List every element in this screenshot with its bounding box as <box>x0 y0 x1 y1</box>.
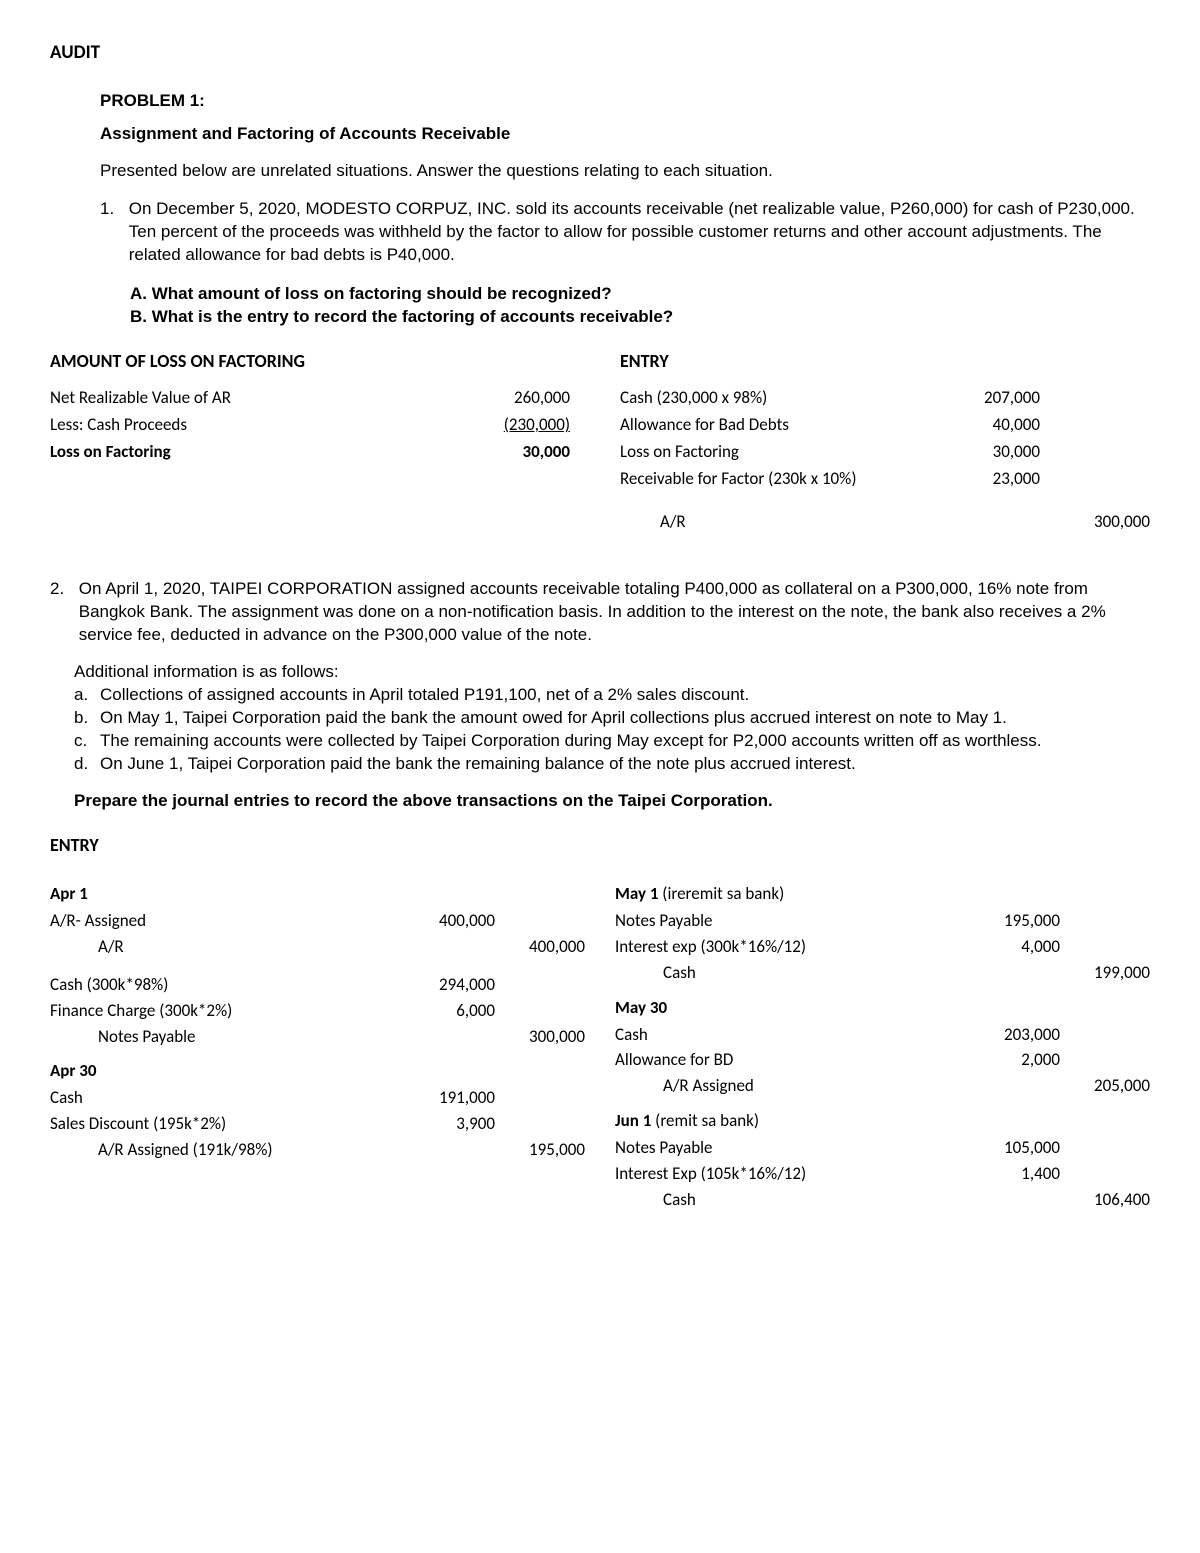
info-item: c.The remaining accounts were collected … <box>74 730 1150 753</box>
page-title: AUDIT <box>50 40 1150 66</box>
journal-line: A/R- Assigned400,000 <box>50 910 585 933</box>
sub-question-b: B. What is the entry to record the facto… <box>130 306 1150 329</box>
journal-line: A/R Assigned205,000 <box>615 1075 1150 1098</box>
journal-line: Cash106,400 <box>615 1189 1150 1212</box>
info-item: d.On June 1, Taipei Corporation paid the… <box>74 753 1150 776</box>
journal-line: Notes Payable300,000 <box>50 1026 585 1049</box>
additional-info-label: Additional information is as follows: <box>74 661 1150 684</box>
journal-line: Cash (300k*98%)294,000 <box>50 974 585 997</box>
q1-text: On December 5, 2020, MODESTO CORPUZ, INC… <box>129 198 1149 267</box>
problem1-subtitle: Assignment and Factoring of Accounts Rec… <box>100 123 1150 146</box>
entry-row: Loss on Factoring30,000 <box>620 441 1150 464</box>
info-item: b.On May 1, Taipei Corporation paid the … <box>74 707 1150 730</box>
journal-line: Allowance for BD2,000 <box>615 1049 1150 1072</box>
info-item: a.Collections of assigned accounts in Ap… <box>74 684 1150 707</box>
entry-heading: ENTRY <box>620 349 1150 373</box>
loss-column: AMOUNT OF LOSS ON FACTORING Net Realizab… <box>50 349 580 538</box>
journal-date: Apr 1 <box>50 883 585 906</box>
journal-left-column: Apr 1 A/R- Assigned400,000 A/R400,000 Cash … <box>50 871 585 1215</box>
journal-line: Cash191,000 <box>50 1087 585 1110</box>
entry-row: Receivable for Factor (230k x 10%)23,000 <box>620 468 1150 491</box>
question-2: 2. On April 1, 2020, TAIPEI CORPORATION … <box>50 578 1150 812</box>
entry-column: ENTRY Cash (230,000 x 98%)207,000 Allowan… <box>620 349 1150 538</box>
sub-question-a: A. What amount of loss on factoring shou… <box>130 283 1150 306</box>
journal-right-column: May 1 (ireremit sa bank) Notes Payable195… <box>615 871 1150 1215</box>
journal-date: Apr 30 <box>50 1060 585 1083</box>
entry-row: Cash (230,000 x 98%)207,000 <box>620 387 1150 410</box>
journal-line: Finance Charge (300k*2%)6,000 <box>50 1000 585 1023</box>
q2-text: On April 1, 2020, TAIPEI CORPORATION ass… <box>79 578 1149 647</box>
loss-row: Loss on Factoring30,000 <box>50 441 580 464</box>
journal-line: Sales Discount (195k*2%)3,900 <box>50 1113 585 1136</box>
question-1: 1. On December 5, 2020, MODESTO CORPUZ, … <box>100 198 1150 267</box>
entry-row: A/R300,000 <box>620 511 1150 534</box>
problem1-heading: PROBLEM 1: <box>100 90 1150 113</box>
loss-row: Net Realizable Value of AR260,000 <box>50 387 580 410</box>
journal-line: Interest exp (300k*16%/12)4,000 <box>615 936 1150 959</box>
journal-date: May 30 <box>615 997 1150 1020</box>
journal-line: Notes Payable105,000 <box>615 1137 1150 1160</box>
journal-line: Cash199,000 <box>615 962 1150 985</box>
instruction: Prepare the journal entries to record th… <box>74 790 1150 813</box>
journal-line: A/R Assigned (191k/98%)195,000 <box>50 1139 585 1162</box>
q1-number: 1. <box>100 198 124 221</box>
journal-date: Jun 1 (remit sa bank) <box>615 1110 1150 1133</box>
entry2-heading: ENTRY <box>50 833 1150 857</box>
entry-row: Allowance for Bad Debts40,000 <box>620 414 1150 437</box>
q2-number: 2. <box>50 578 74 601</box>
journal-line: Notes Payable195,000 <box>615 910 1150 933</box>
journal-line: Cash203,000 <box>615 1024 1150 1047</box>
journal-date: May 1 (ireremit sa bank) <box>615 883 1150 906</box>
journal-line: Interest Exp (105k*16%/12)1,400 <box>615 1163 1150 1186</box>
loss-heading: AMOUNT OF LOSS ON FACTORING <box>50 349 580 373</box>
loss-row: Less: Cash Proceeds(230,000) <box>50 414 580 437</box>
problem1-intro: Presented below are unrelated situations… <box>100 160 1150 183</box>
journal-line: A/R400,000 <box>50 936 585 959</box>
